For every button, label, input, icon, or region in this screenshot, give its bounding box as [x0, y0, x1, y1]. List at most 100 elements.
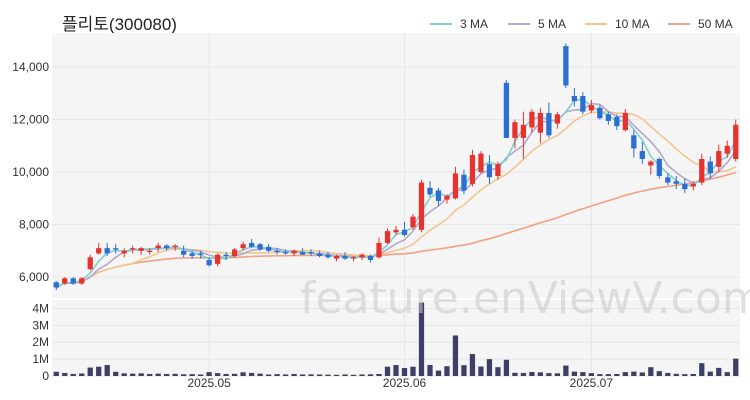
volume-bar — [503, 359, 510, 376]
candle-body — [257, 244, 263, 250]
candle-body — [631, 135, 637, 149]
candle-body — [113, 248, 119, 250]
volume-bar — [673, 373, 679, 376]
volume-tick-label: 1M — [32, 352, 49, 366]
volume-bar — [164, 373, 170, 376]
candle-body — [172, 245, 178, 247]
volume-bar — [223, 373, 229, 376]
candle-body — [733, 124, 739, 159]
candle-body — [588, 105, 594, 111]
candle-body — [376, 242, 382, 258]
candle-body — [248, 242, 255, 247]
candle-body — [316, 253, 323, 257]
volume-bar — [299, 374, 306, 376]
legend-label-50ma: 50 MA — [698, 17, 733, 31]
candle-body — [333, 256, 340, 259]
volume-bar — [622, 372, 628, 376]
volume-bar — [367, 374, 374, 376]
volume-bar — [486, 359, 493, 376]
x-tick-label: 2025.05 — [187, 376, 231, 390]
candle-body — [240, 244, 246, 249]
volume-bar — [325, 374, 331, 376]
volume-bar — [138, 373, 144, 376]
candle-body — [291, 250, 297, 254]
volume-bar — [461, 365, 467, 376]
volume-bar — [546, 373, 552, 376]
volume-bar — [181, 374, 187, 376]
candle-body — [282, 252, 289, 254]
candle-body — [104, 248, 110, 254]
candle-body — [138, 248, 144, 251]
volume-tick-label: 4M — [32, 301, 49, 315]
volume-bar — [248, 372, 255, 376]
candle-body — [231, 249, 238, 257]
volume-bar — [690, 373, 696, 376]
candle-body — [495, 164, 501, 176]
volume-bar — [707, 371, 713, 376]
volume-bar — [537, 372, 544, 376]
candle-body — [478, 153, 484, 173]
candle-body — [690, 183, 696, 187]
candle-body — [622, 113, 628, 131]
candle-body — [605, 114, 611, 121]
candle-body — [350, 257, 357, 259]
candle-body — [656, 158, 662, 176]
legend-swatch-10ma — [585, 23, 607, 25]
volume-bar — [401, 368, 408, 376]
volume-bar — [189, 374, 195, 376]
volume-bar — [418, 302, 425, 376]
volume-bar — [79, 373, 85, 376]
candle-body — [79, 278, 85, 284]
volume-bar — [478, 366, 484, 376]
candle-body — [520, 124, 527, 138]
candle-body — [130, 248, 136, 250]
candle-body — [452, 173, 459, 199]
volume-bar — [231, 373, 238, 376]
volume-bar — [384, 366, 391, 376]
volume-bar — [257, 373, 263, 376]
price-tick-label: 8,000 — [19, 218, 49, 232]
volume-bar — [198, 374, 204, 376]
volume-bar — [597, 374, 603, 376]
legend-item-50ma: 50 MA — [668, 17, 733, 31]
volume-bar — [571, 371, 578, 376]
legend-label-5ma: 5 MA — [538, 17, 567, 31]
volume-bar — [656, 371, 662, 376]
volume-bar — [240, 372, 246, 376]
legend-swatch-3ma — [430, 23, 452, 25]
volume-bar — [274, 374, 280, 376]
legend-label-10ma: 10 MA — [615, 17, 650, 31]
volume-bar — [554, 373, 561, 376]
candle-body — [359, 254, 365, 258]
candle-body — [147, 250, 153, 253]
volume-bar — [87, 367, 93, 376]
candle-body — [673, 181, 679, 184]
volume-bar — [435, 370, 442, 376]
chart-title: 플리토(300080) — [62, 15, 177, 34]
volume-bar — [282, 374, 289, 376]
candle-body — [155, 245, 161, 249]
candle-body — [53, 282, 59, 288]
volume-bar — [214, 373, 221, 376]
volume-bar — [333, 374, 340, 376]
volume-bar — [265, 374, 272, 376]
candle-body — [529, 111, 535, 128]
candle-body — [223, 254, 229, 257]
volume-bar — [291, 373, 297, 376]
ma10-line — [55, 110, 737, 289]
candle-body — [164, 245, 170, 249]
volume-bar — [316, 374, 323, 376]
candle-body — [580, 95, 586, 112]
volume-bar — [665, 372, 671, 376]
price-tick-label: 10,000 — [12, 165, 49, 179]
volume-bar — [605, 374, 611, 376]
candle-body — [682, 183, 688, 190]
candle-body — [62, 278, 68, 284]
volume-bar — [495, 367, 501, 376]
volume-bar — [70, 373, 76, 376]
candle-body — [274, 250, 280, 253]
volume-tick-label: 0 — [42, 369, 49, 383]
watermark: feature.enViewV.com — [300, 273, 750, 324]
volume-bar — [96, 366, 102, 376]
